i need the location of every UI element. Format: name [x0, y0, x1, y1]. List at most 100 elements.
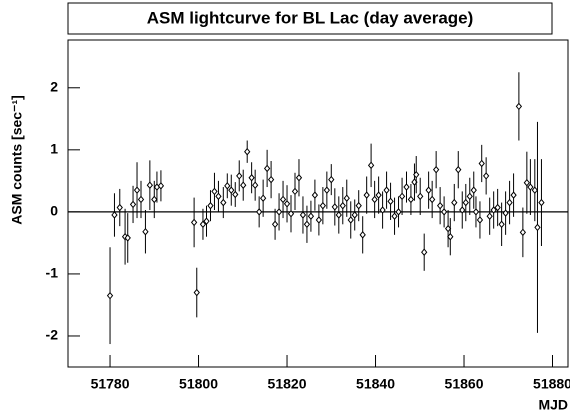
- data-point: [151, 195, 158, 204]
- data-point: [490, 206, 497, 214]
- data-point: [440, 208, 448, 216]
- data-point: [398, 192, 406, 201]
- data-point: [203, 217, 210, 225]
- data-point: [232, 190, 239, 199]
- data-point: [215, 192, 222, 201]
- data-point: [315, 216, 323, 224]
- y-tick-label: 0: [50, 203, 58, 219]
- data-point: [375, 191, 382, 199]
- data-point: [255, 208, 263, 216]
- data-point: [478, 159, 485, 168]
- data-point: [391, 212, 398, 221]
- data-point: [328, 175, 335, 184]
- data-point: [279, 195, 287, 204]
- data-point: [287, 209, 295, 218]
- data-point: [299, 211, 307, 219]
- data-point: [275, 208, 283, 216]
- data-point: [106, 291, 114, 300]
- data-point: [259, 194, 267, 203]
- data-point: [339, 201, 346, 210]
- data-point: [363, 191, 370, 199]
- data-point: [515, 102, 523, 111]
- data-point: [291, 187, 299, 196]
- data-point: [466, 192, 473, 201]
- data-point: [347, 216, 354, 224]
- data-point: [436, 201, 444, 210]
- data-point: [379, 206, 386, 214]
- data-point: [295, 173, 303, 182]
- data-point: [482, 172, 490, 180]
- data-point: [267, 175, 275, 184]
- data-point: [470, 186, 477, 194]
- data-point: [355, 201, 362, 210]
- data-point: [116, 203, 123, 212]
- data-point: [476, 216, 484, 224]
- data-point: [146, 181, 154, 189]
- data-point: [538, 198, 545, 207]
- data-point: [351, 211, 358, 219]
- data-point: [220, 198, 227, 207]
- data-point: [211, 187, 218, 196]
- data-point: [472, 208, 480, 216]
- data-point: [248, 173, 255, 182]
- data-point: [367, 161, 375, 170]
- data-point: [417, 192, 424, 201]
- plot-frame: [67, 39, 569, 368]
- data-point: [224, 182, 231, 190]
- data-point: [343, 194, 350, 203]
- data-point: [311, 191, 319, 199]
- y-axis-label: ASM counts [sec⁻¹]: [9, 95, 25, 225]
- data-point: [111, 211, 118, 219]
- y-tick-label: 2: [50, 78, 58, 94]
- data-point: [413, 170, 420, 179]
- data-point: [263, 164, 271, 173]
- data-point: [359, 231, 366, 239]
- data-point: [395, 208, 402, 216]
- x-tick-label: 51860: [445, 376, 484, 392]
- data-point: [506, 198, 513, 207]
- data-point: [157, 182, 165, 190]
- data-point: [425, 186, 432, 194]
- title-box: [67, 2, 553, 35]
- data-point: [129, 200, 137, 209]
- data-point: [236, 172, 243, 180]
- chart-title: ASM lightcurve for BL Lac (day average): [147, 8, 474, 27]
- data-point: [527, 183, 534, 191]
- x-tick-label: 51780: [91, 376, 130, 392]
- data-point: [403, 183, 410, 191]
- data-point: [240, 181, 247, 189]
- data-point: [142, 227, 149, 236]
- data-point: [199, 220, 207, 229]
- data-point: [455, 165, 462, 174]
- data-point: [429, 195, 436, 204]
- data-point: [228, 186, 235, 194]
- data-point: [244, 147, 251, 156]
- x-tick-label: 51840: [356, 376, 395, 392]
- data-point: [190, 218, 198, 227]
- data-point: [331, 203, 338, 211]
- data-point: [447, 232, 454, 241]
- data-point: [486, 212, 493, 221]
- data-point: [193, 288, 200, 297]
- data-point: [319, 201, 327, 210]
- data-point: [494, 203, 501, 212]
- data-point: [502, 209, 509, 217]
- data-point: [462, 198, 469, 207]
- data-point: [323, 186, 331, 194]
- data-point: [421, 248, 428, 256]
- data-point: [451, 198, 458, 207]
- data-point: [519, 228, 527, 237]
- data-point: [387, 197, 394, 206]
- data-point: [252, 181, 259, 189]
- x-tick-label: 51880: [533, 376, 570, 392]
- data-point: [459, 206, 466, 214]
- data-point: [283, 200, 291, 208]
- y-tick-label: 1: [50, 141, 58, 157]
- data-point: [307, 212, 315, 221]
- data-point: [207, 201, 214, 210]
- y-tick-label: -1: [46, 265, 59, 281]
- x-axis-label: MJD: [538, 397, 568, 413]
- x-tick-label: 51820: [268, 376, 307, 392]
